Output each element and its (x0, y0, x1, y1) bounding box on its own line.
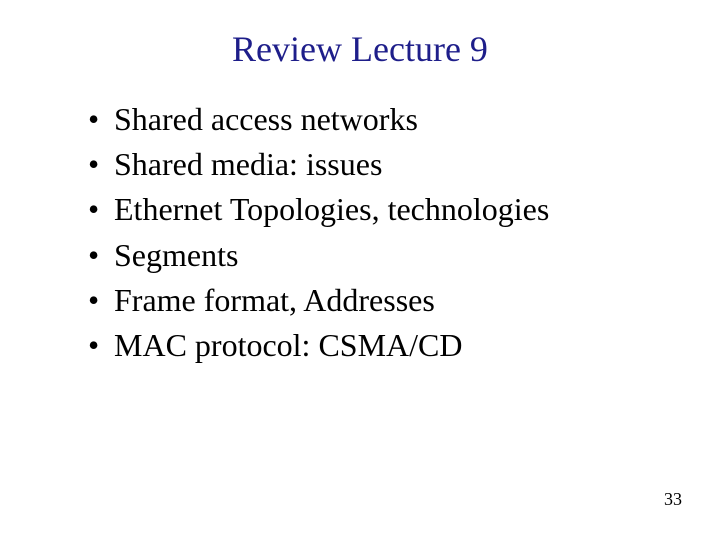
bullet-text: Segments (114, 237, 238, 273)
list-item: MAC protocol: CSMA/CD (88, 324, 670, 367)
bullet-text: Ethernet Topologies, technologies (114, 191, 549, 227)
list-item: Shared access networks (88, 98, 670, 141)
bullet-text: MAC protocol: CSMA/CD (114, 327, 462, 363)
list-item: Segments (88, 234, 670, 277)
bullet-text: Frame format, Addresses (114, 282, 435, 318)
page-number: 33 (664, 489, 682, 510)
slide-container: Review Lecture 9 Shared access networks … (0, 0, 720, 540)
bullet-text: Shared media: issues (114, 146, 382, 182)
slide-title: Review Lecture 9 (50, 28, 670, 70)
bullet-list: Shared access networks Shared media: iss… (50, 98, 670, 367)
bullet-text: Shared access networks (114, 101, 418, 137)
list-item: Ethernet Topologies, technologies (88, 188, 670, 231)
list-item: Shared media: issues (88, 143, 670, 186)
list-item: Frame format, Addresses (88, 279, 670, 322)
